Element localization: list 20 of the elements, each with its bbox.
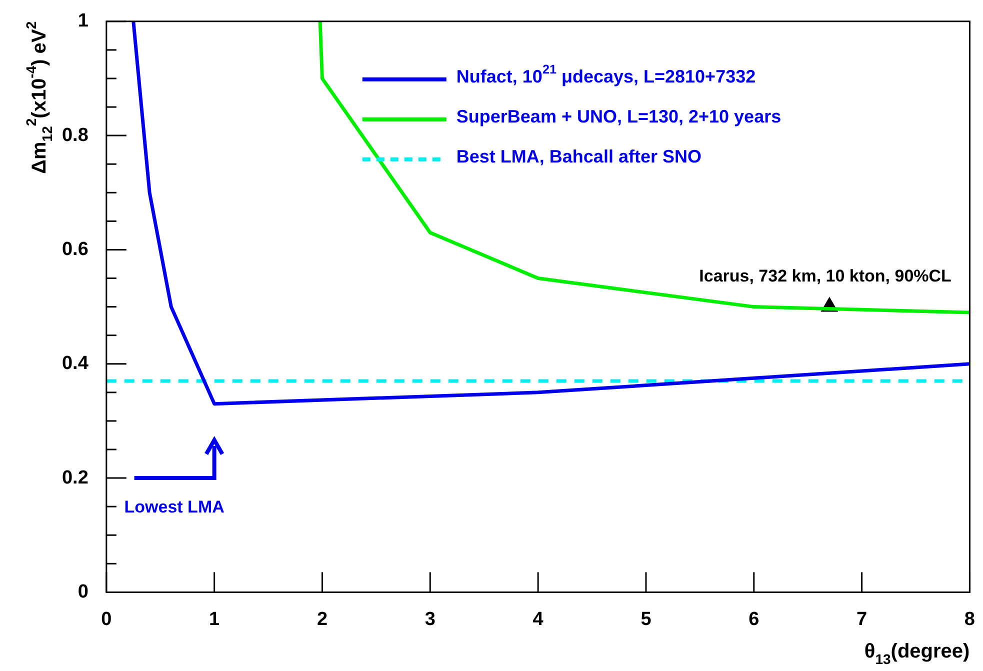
y-tick-label: 0.8 — [62, 124, 88, 146]
y-tick-label: 0.6 — [62, 238, 88, 260]
x-tick-label: 5 — [640, 608, 652, 630]
legend-label: SuperBeam + UNO, L=130, 2+10 years — [456, 106, 782, 126]
x-tick-label: 8 — [964, 608, 976, 630]
x-tick-label: 6 — [748, 608, 760, 630]
y-tick-label: 1 — [78, 10, 89, 32]
x-tick-label: 7 — [856, 608, 868, 630]
x-tick-label: 2 — [316, 608, 328, 630]
series-label: Icarus, 732 km, 10 kton, 90%CL — [699, 266, 952, 286]
y-axis-title: Δm122(x10-4) eV2 — [22, 21, 55, 174]
x-tick-label: 0 — [101, 608, 112, 630]
y-tick-label: 0 — [78, 581, 88, 602]
x-tick-label: 3 — [424, 608, 436, 630]
legend-label: Best LMA, Bahcall after SNO — [456, 146, 702, 166]
x-tick-label: 4 — [532, 608, 544, 630]
y-tick-label: 0.2 — [62, 467, 88, 488]
y-tick-label: 0.4 — [62, 353, 89, 374]
x-tick-label: 1 — [209, 608, 220, 630]
annotation: Lowest LMA — [124, 498, 224, 517]
